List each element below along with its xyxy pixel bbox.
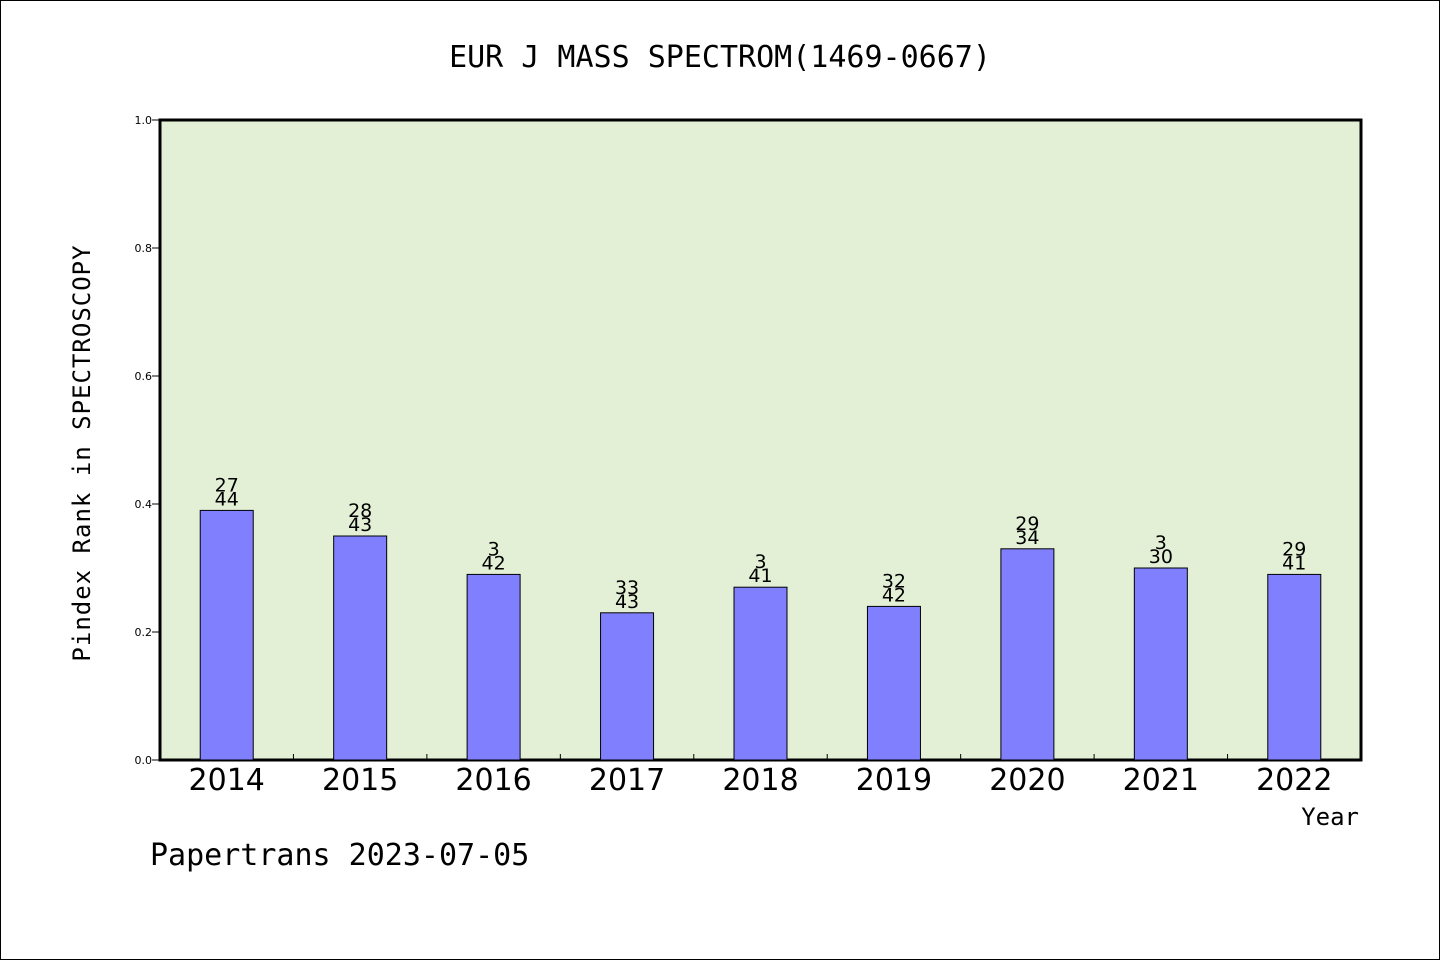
data-label-top: 28 [348, 500, 372, 522]
x-tick-label: 2021 [1123, 763, 1199, 798]
data-label-top: 33 [615, 577, 639, 599]
x-tick-label: 2014 [189, 763, 265, 798]
data-label-top: 29 [1015, 513, 1039, 535]
data-label-top: 27 [215, 474, 239, 496]
y-tick-label: 1.0 [135, 114, 153, 127]
bar-2014 [199, 509, 254, 761]
x-tick-label: 2018 [722, 763, 798, 798]
bar-2018 [733, 586, 788, 761]
bar-2016 [466, 573, 521, 761]
data-label-bottom: 41 [1282, 552, 1306, 574]
x-axis-title: Year [1301, 803, 1359, 831]
bar-2020 [1000, 548, 1055, 761]
data-label-bottom: 43 [348, 514, 372, 536]
data-label-top: 29 [1282, 538, 1306, 560]
data-label-bottom: 30 [1149, 546, 1173, 568]
y-tick-label: 0.2 [135, 626, 153, 639]
x-tick-label: 2019 [856, 763, 932, 798]
y-tick-label: 0.0 [135, 754, 153, 767]
footer-text: Papertrans 2023-07-05 [150, 838, 529, 873]
bar-2015 [333, 535, 388, 761]
y-tick-label: 0.4 [135, 498, 153, 511]
data-label-bottom: 43 [615, 591, 639, 613]
data-label-bottom: 42 [882, 584, 906, 606]
y-axis: 0.0 0.2 0.4 0.6 0.8 1.0 [135, 114, 160, 767]
data-label-bottom: 41 [748, 565, 772, 587]
chart-title: EUR J MASS SPECTROM(1469-0667) [449, 40, 991, 75]
data-label-bottom: 34 [1015, 527, 1039, 549]
x-tick-label: 2020 [989, 763, 1065, 798]
x-tick-label: 2016 [455, 763, 531, 798]
bar-2017 [600, 612, 655, 761]
bar-2021 [1133, 567, 1188, 761]
y-axis-title: Pindex Rank in SPECTROSCOPY [68, 244, 96, 661]
data-label-top: 3 [488, 538, 500, 560]
bar-2022 [1267, 573, 1322, 761]
data-label-top: 3 [754, 551, 766, 573]
bar-2019 [866, 605, 921, 761]
y-tick-label: 0.8 [135, 242, 153, 255]
data-label-bottom: 44 [215, 488, 239, 510]
x-tick-label: 2017 [589, 763, 665, 798]
data-label-bottom: 42 [482, 552, 506, 574]
x-axis: 2014 2015 2016 2017 2018 2019 2020 2021 2022 [189, 754, 1332, 798]
data-label-top: 32 [882, 570, 906, 592]
x-tick-label: 2015 [322, 763, 398, 798]
bars-group [199, 509, 1322, 761]
x-tick-label: 2022 [1256, 763, 1332, 798]
y-tick-label: 0.6 [135, 370, 153, 383]
data-label-top: 3 [1155, 532, 1167, 554]
